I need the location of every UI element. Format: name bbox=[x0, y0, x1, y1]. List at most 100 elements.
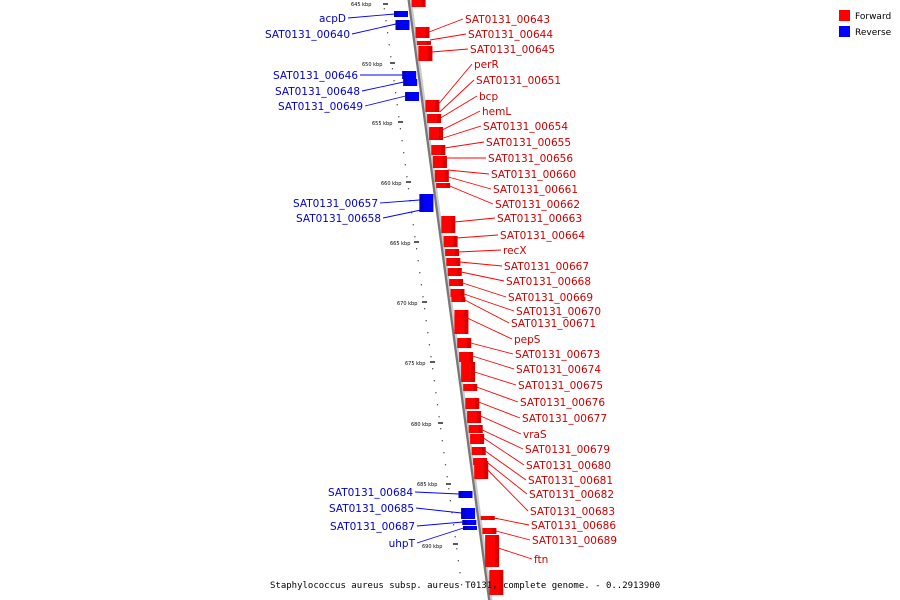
gene-label[interactable]: SAT0131_00681 bbox=[528, 475, 613, 487]
gene-block-shade bbox=[444, 170, 449, 182]
leader-line bbox=[462, 282, 507, 298]
gene-block-shade bbox=[495, 535, 500, 567]
minor-tick bbox=[438, 416, 440, 418]
leader-line bbox=[448, 176, 492, 190]
gene-label[interactable]: SAT0131_00643 bbox=[465, 14, 550, 26]
gene-block-shade bbox=[464, 310, 469, 334]
leader-line bbox=[464, 299, 510, 324]
gene-label[interactable]: SAT0131_00675 bbox=[518, 380, 603, 392]
gene-label[interactable]: SAT0131_00664 bbox=[500, 230, 585, 242]
gene-label[interactable]: bcp bbox=[479, 91, 498, 103]
gene-label[interactable]: SAT0131_00677 bbox=[522, 413, 607, 425]
forward-gene-block bbox=[485, 535, 500, 567]
gene-label[interactable]: SAT0131_00674 bbox=[516, 364, 601, 376]
leader-line bbox=[444, 141, 485, 149]
minor-tick bbox=[435, 392, 437, 394]
minor-ticks bbox=[383, 8, 463, 586]
gene-label[interactable]: SAT0131_00660 bbox=[491, 169, 576, 181]
forward-gene-block bbox=[432, 156, 447, 168]
gene-label[interactable]: acpD bbox=[319, 13, 346, 25]
gene-label[interactable]: SAT0131_00640 bbox=[265, 29, 350, 41]
gene-label[interactable]: SAT0131_00685 bbox=[329, 503, 414, 515]
gene-block-shade bbox=[453, 236, 458, 247]
leader-line bbox=[461, 271, 505, 282]
minor-tick bbox=[393, 80, 395, 82]
gene-label[interactable]: pepS bbox=[514, 334, 541, 346]
gene-label[interactable]: SAT0131_00648 bbox=[275, 86, 360, 98]
minor-tick bbox=[441, 440, 443, 442]
gene-label[interactable]: SAT0131_00658 bbox=[296, 213, 381, 225]
gene-label[interactable]: SAT0131_00669 bbox=[508, 292, 593, 304]
gene-block-shade bbox=[421, 0, 426, 7]
gene-label[interactable]: SAT0131_00670 bbox=[516, 306, 601, 318]
gene-label[interactable]: SAT0131_00683 bbox=[530, 506, 615, 518]
gene-label[interactable]: SAT0131_00645 bbox=[470, 44, 555, 56]
gene-block-shade bbox=[402, 71, 407, 79]
gene-label[interactable]: hemL bbox=[482, 106, 511, 118]
gene-label[interactable]: SAT0131_00684 bbox=[328, 487, 413, 499]
forward-gene-block bbox=[461, 362, 476, 382]
minor-tick bbox=[403, 152, 405, 154]
gene-block-shade bbox=[458, 491, 463, 498]
minor-tick bbox=[444, 464, 447, 466]
minor-tick bbox=[411, 212, 413, 214]
forward-gene-block bbox=[489, 570, 504, 595]
minor-tick bbox=[420, 284, 422, 286]
gene-label[interactable]: SAT0131_00679 bbox=[525, 444, 610, 456]
tick-label: 685 kbp bbox=[417, 482, 437, 488]
minor-tick bbox=[440, 428, 442, 430]
gene-label[interactable]: SAT0131_00680 bbox=[526, 460, 611, 472]
reverse-swatch bbox=[839, 26, 850, 37]
gene-label[interactable]: SAT0131_00671 bbox=[511, 318, 596, 330]
gene-block-shade bbox=[395, 20, 400, 30]
gene-label[interactable]: SAT0131_00689 bbox=[532, 535, 617, 547]
gene-label[interactable]: SAT0131_00687 bbox=[330, 521, 415, 533]
tick-label: 690 kbp bbox=[422, 544, 442, 550]
gene-label[interactable]: SAT0131_00668 bbox=[506, 276, 591, 288]
leader-line bbox=[438, 63, 473, 105]
minor-tick bbox=[430, 356, 432, 358]
gene-label[interactable]: SAT0131_00661 bbox=[493, 184, 578, 196]
gene-label[interactable]: SAT0131_00655 bbox=[486, 137, 571, 149]
gene-block-shade bbox=[469, 352, 474, 362]
gene-label[interactable]: SAT0131_00654 bbox=[483, 121, 568, 133]
leader-line bbox=[482, 429, 524, 450]
gene-label[interactable]: SAT0131_00663 bbox=[497, 213, 582, 225]
gene-label[interactable]: SAT0131_00651 bbox=[476, 75, 561, 87]
gene-label[interactable]: SAT0131_00646 bbox=[273, 70, 358, 82]
gene-label[interactable]: SAT0131_00644 bbox=[468, 29, 553, 41]
leader-line bbox=[454, 217, 496, 223]
gene-label[interactable]: uhpT bbox=[389, 538, 416, 550]
gene-block-shade bbox=[461, 297, 466, 302]
leader-line bbox=[470, 342, 514, 355]
leader-line bbox=[361, 81, 404, 92]
forward-gene-block bbox=[429, 127, 444, 140]
gene-label[interactable]: SAT0131_00662 bbox=[495, 199, 580, 211]
gene-label[interactable]: SAT0131_00667 bbox=[504, 261, 589, 273]
gene-label[interactable]: SAT0131_00649 bbox=[278, 101, 363, 113]
gene-label[interactable]: SAT0131_00656 bbox=[488, 153, 573, 165]
gene-label[interactable]: SAT0131_00682 bbox=[529, 489, 614, 501]
reverse-gene-block bbox=[461, 508, 476, 519]
minor-tick bbox=[428, 344, 430, 346]
gene-label[interactable]: recX bbox=[503, 245, 527, 257]
leader-line bbox=[447, 169, 490, 175]
minor-tick bbox=[388, 44, 390, 46]
forward-gene-block bbox=[474, 461, 489, 479]
gene-label[interactable]: vraS bbox=[523, 429, 547, 441]
gene-label[interactable]: perR bbox=[474, 59, 499, 71]
leader-line bbox=[498, 547, 533, 560]
gene-label[interactable]: SAT0131_00657 bbox=[293, 198, 378, 210]
gene-label[interactable]: ftn bbox=[534, 554, 548, 566]
gene-label[interactable]: SAT0131_00673 bbox=[515, 349, 600, 361]
gene-label[interactable]: SAT0131_00686 bbox=[531, 520, 616, 532]
gene-block-shade bbox=[456, 258, 461, 266]
forward-gene-block bbox=[480, 516, 495, 520]
gene-label[interactable]: SAT0131_00676 bbox=[520, 397, 605, 409]
gene-block-shade bbox=[462, 520, 467, 525]
leader-line bbox=[382, 209, 421, 219]
forward-gene-block bbox=[467, 411, 482, 423]
minor-tick bbox=[425, 320, 427, 322]
reverse-gene-block bbox=[402, 71, 417, 79]
leader-line bbox=[443, 125, 482, 139]
